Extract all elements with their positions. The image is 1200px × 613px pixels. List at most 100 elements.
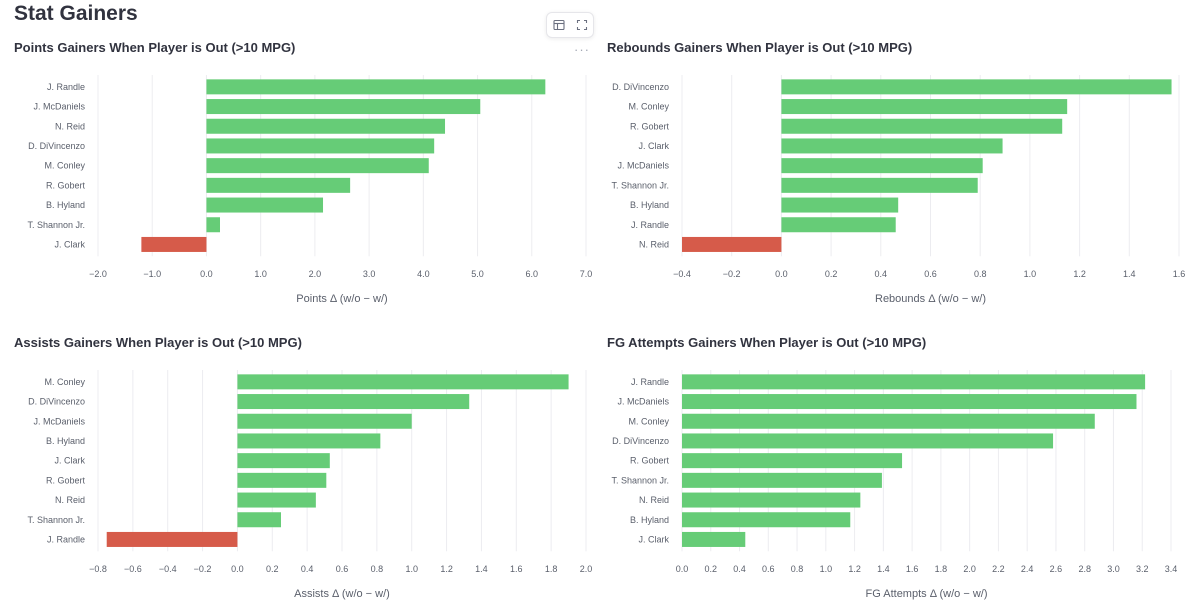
assists-bar[interactable] — [237, 492, 316, 508]
rebounds-tick-label: 1.0 — [1024, 269, 1037, 279]
points-category-label: J. Randle — [47, 82, 85, 92]
table-icon[interactable] — [551, 17, 567, 33]
assists-tick-label: 0.2 — [266, 564, 279, 574]
rebounds-bar[interactable] — [781, 79, 1172, 95]
points-chart: Points Gainers When Player is Out (>10 M… — [14, 40, 600, 310]
assists-bar[interactable] — [237, 394, 470, 410]
assists-bar[interactable] — [237, 472, 327, 488]
assists-bar[interactable] — [237, 433, 381, 449]
assists-bar[interactable] — [106, 531, 238, 547]
points-axis-title: Points Δ (w/o − w/) — [296, 293, 387, 305]
fg-attempts-bar[interactable] — [682, 394, 1137, 410]
assists-bar[interactable] — [237, 512, 281, 528]
points-category-label: J. Clark — [54, 239, 85, 249]
assists-category-label: N. Reid — [55, 495, 85, 505]
points-chart-title: Points Gainers When Player is Out (>10 M… — [14, 40, 296, 55]
fg-attempts-category-label: M. Conley — [628, 416, 669, 426]
points-category-label: T. Shannon Jr. — [27, 220, 85, 230]
points-bar[interactable] — [141, 236, 207, 252]
fg-attempts-tick-label: 0.6 — [762, 564, 775, 574]
fg-attempts-bar[interactable] — [682, 472, 882, 488]
fg-attempts-bar[interactable] — [682, 531, 746, 547]
points-bar[interactable] — [206, 197, 324, 213]
rebounds-tick-label: 0.8 — [974, 269, 987, 279]
assists-axis-title: Assists Δ (w/o − w/) — [294, 588, 390, 600]
fg-attempts-tick-label: 2.2 — [992, 564, 1005, 574]
points-chart-plot: J. Randle J. McDaniels N. Reid D. DiVincenz… — [27, 75, 593, 305]
points-bar[interactable] — [206, 177, 351, 193]
fg-attempts-bar[interactable] — [682, 512, 851, 528]
rebounds-tick-label: 0.0 — [775, 269, 788, 279]
points-bar[interactable] — [206, 138, 435, 154]
assists-tick-label: 1.4 — [475, 564, 488, 574]
points-category-label: D. DiVincenzo — [28, 141, 85, 151]
rebounds-chart: Rebounds Gainers When Player is Out (>10… — [607, 40, 1193, 310]
fullscreen-icon[interactable] — [574, 17, 590, 33]
fg-attempts-category-label: B. Hyland — [630, 515, 669, 525]
rebounds-bar[interactable] — [781, 138, 1003, 154]
rebounds-category-label: N. Reid — [639, 239, 669, 249]
rebounds-bar[interactable] — [781, 177, 978, 193]
points-tick-label: 0.0 — [200, 269, 213, 279]
more-options-icon[interactable]: ··· — [574, 42, 590, 57]
rebounds-bar[interactable] — [781, 118, 1063, 134]
fg-attempts-tick-label: 0.2 — [705, 564, 718, 574]
rebounds-category-label: D. DiVincenzo — [612, 82, 669, 92]
assists-category-label: J. McDaniels — [33, 416, 85, 426]
assists-bar[interactable] — [237, 413, 412, 429]
rebounds-category-label: T. Shannon Jr. — [611, 180, 669, 190]
assists-bar[interactable] — [237, 374, 569, 390]
rebounds-axis-title: Rebounds Δ (w/o − w/) — [875, 293, 986, 305]
rebounds-bar[interactable] — [781, 197, 899, 213]
assists-tick-label: 1.0 — [405, 564, 418, 574]
fg-attempts-bar[interactable] — [682, 492, 861, 508]
rebounds-category-label: J. Clark — [638, 141, 669, 151]
points-tick-label: 3.0 — [363, 269, 376, 279]
rebounds-bar[interactable] — [781, 99, 1068, 115]
rebounds-tick-label: 0.4 — [875, 269, 888, 279]
points-tick-label: 7.0 — [580, 269, 593, 279]
rebounds-bar[interactable] — [781, 158, 983, 174]
rebounds-bar[interactable] — [682, 236, 782, 252]
rebounds-tick-label: 1.6 — [1173, 269, 1186, 279]
points-tick-label: 6.0 — [526, 269, 539, 279]
fg-attempts-tick-label: 1.4 — [877, 564, 890, 574]
rebounds-category-label: M. Conley — [628, 102, 669, 112]
fg-attempts-tick-label: 0.0 — [676, 564, 689, 574]
fg-attempts-bar[interactable] — [682, 453, 903, 469]
assists-chart: Assists Gainers When Player is Out (>10 … — [14, 335, 600, 605]
assists-tick-label: −0.2 — [194, 564, 212, 574]
points-bar[interactable] — [206, 217, 220, 233]
points-category-label: N. Reid — [55, 121, 85, 131]
fg-attempts-category-label: T. Shannon Jr. — [611, 475, 669, 485]
rebounds-category-label: J. Randle — [631, 220, 669, 230]
rebounds-chart-title: Rebounds Gainers When Player is Out (>10… — [607, 40, 913, 55]
points-category-label: J. McDaniels — [33, 102, 85, 112]
rebounds-bar[interactable] — [781, 217, 896, 233]
points-bar[interactable] — [206, 99, 481, 115]
points-bar[interactable] — [206, 79, 546, 95]
rebounds-tick-label: 1.4 — [1123, 269, 1136, 279]
points-bar[interactable] — [206, 158, 429, 174]
assists-tick-label: 0.4 — [301, 564, 314, 574]
fg-attempts-category-label: N. Reid — [639, 495, 669, 505]
assists-tick-label: 1.6 — [510, 564, 523, 574]
points-tick-label: 5.0 — [471, 269, 484, 279]
rebounds-tick-label: 0.2 — [825, 269, 838, 279]
assists-tick-label: 2.0 — [580, 564, 593, 574]
fg-attempts-bar[interactable] — [682, 413, 1095, 429]
assists-bar[interactable] — [237, 453, 330, 469]
fg-attempts-bar[interactable] — [682, 433, 1054, 449]
assists-chart-plot: M. Conley D. DiVincenzo J. McDaniels B. Hyl… — [27, 370, 593, 600]
fg-attempts-tick-label: 2.6 — [1050, 564, 1063, 574]
fg-attempts-tick-label: 1.0 — [820, 564, 833, 574]
assists-tick-label: 0.0 — [231, 564, 244, 574]
assists-tick-label: −0.6 — [124, 564, 142, 574]
assists-tick-label: 0.6 — [336, 564, 349, 574]
fg-attempts-tick-label: 3.2 — [1136, 564, 1149, 574]
fg-attempts-bar[interactable] — [682, 374, 1146, 390]
rebounds-tick-label: −0.4 — [673, 269, 691, 279]
points-tick-label: 1.0 — [254, 269, 267, 279]
points-bar[interactable] — [206, 118, 446, 134]
assists-category-label: B. Hyland — [46, 436, 85, 446]
